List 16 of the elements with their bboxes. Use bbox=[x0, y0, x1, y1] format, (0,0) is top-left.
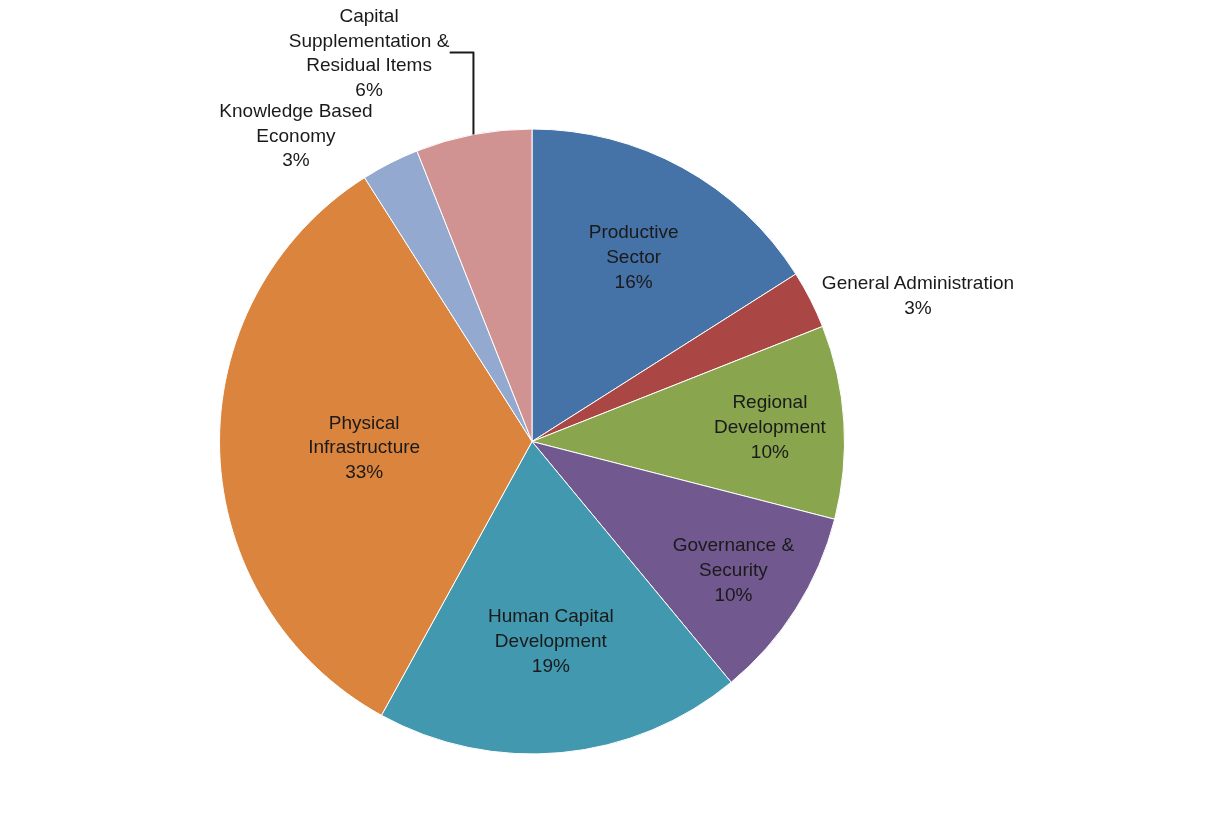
slice-label: Capital Supplementation & Residual Items bbox=[288, 4, 450, 76]
data-label: 16% bbox=[614, 270, 653, 292]
data-label: 3% bbox=[282, 149, 310, 171]
slice-label: Knowledge Based Economy bbox=[219, 99, 373, 146]
data-label: 10% bbox=[750, 440, 789, 462]
slice-label: Governance & Security bbox=[672, 534, 795, 580]
slice-label: Human Capital Development bbox=[487, 605, 614, 652]
slice-label: Regional Development bbox=[713, 391, 827, 438]
slice-label: Physical Infrastructure bbox=[308, 411, 421, 458]
data-label: 33% bbox=[345, 460, 384, 482]
data-label: 3% bbox=[904, 296, 932, 318]
data-label: 6% bbox=[355, 78, 383, 100]
data-label: 10% bbox=[714, 583, 753, 605]
slice-label: General Administration bbox=[821, 272, 1015, 294]
slice-label: Productive Sector bbox=[588, 221, 679, 268]
data-label: 19% bbox=[531, 654, 570, 676]
